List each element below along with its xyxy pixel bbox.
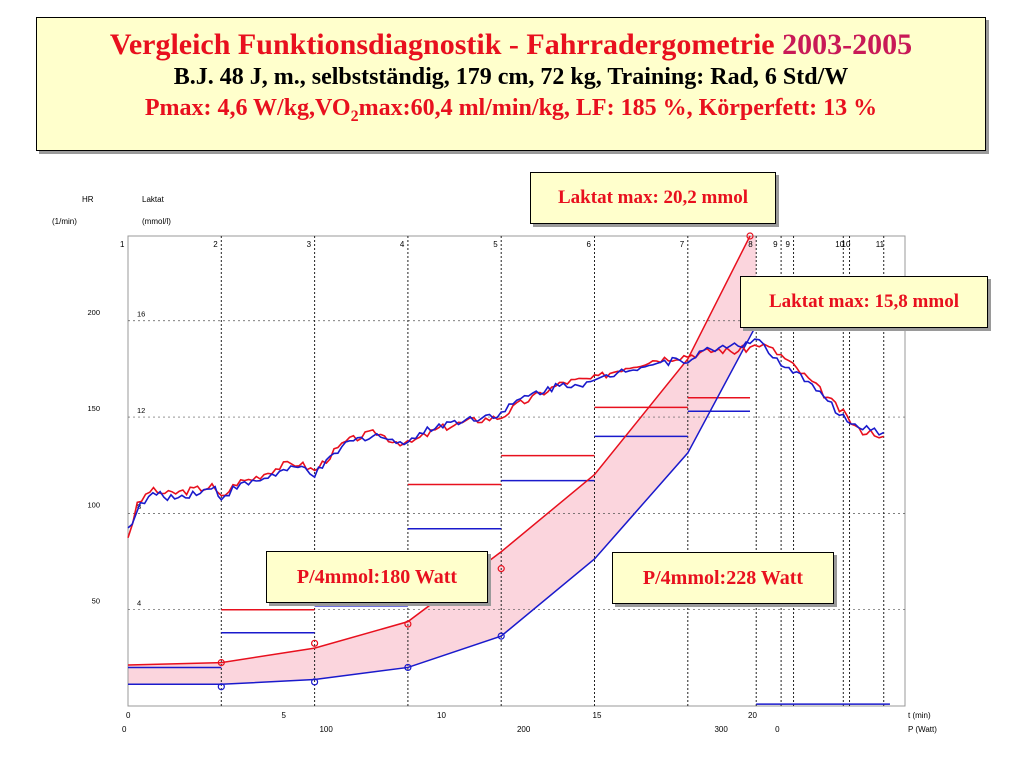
lactate-curve-2003 bbox=[128, 324, 757, 686]
lactate-tick-label: 16 bbox=[137, 309, 145, 318]
plot-frame bbox=[127, 235, 906, 707]
patient-info: B.J. 48 J, m., selbstständig, 179 cm, 72… bbox=[173, 64, 849, 90]
lactate-point-2003 bbox=[217, 683, 225, 691]
time-axis-label: t (min) bbox=[908, 711, 931, 720]
callout-p4-2005: P/4mmol:180 Watt bbox=[266, 551, 488, 603]
performance-summary: Pmax: 4,6 W/kg,VO2max:60,4 ml/min/kg, LF… bbox=[37, 92, 985, 133]
hr-tick-label: 200 bbox=[87, 308, 100, 317]
perf-a: Pmax: 4,6 W/kg,VO bbox=[144, 95, 351, 121]
callout-laktat-2005-text: Laktat max: 20,2 mmol bbox=[558, 187, 748, 208]
stage-marker-label: 9 bbox=[773, 240, 778, 249]
lactate-point-2003 bbox=[404, 663, 412, 672]
stage-marker-label: 9 bbox=[786, 240, 791, 249]
stage-marker-label: 10 bbox=[842, 240, 851, 249]
hr-tick-label: 50 bbox=[92, 597, 100, 606]
lactate-point-2005 bbox=[311, 639, 319, 647]
power-tick-label: 200 bbox=[517, 725, 531, 734]
callout-laktat-2005: Laktat max: 20,2 mmol bbox=[530, 172, 776, 224]
chart-title: Vergleich Funktionsdiagnostik - Fahrrade… bbox=[37, 28, 985, 62]
time-tick-label: 10 bbox=[437, 711, 446, 720]
lactate-point-2003 bbox=[311, 678, 319, 686]
lactate-axis-label: Laktat bbox=[142, 195, 165, 204]
lactate-difference-band bbox=[128, 236, 757, 685]
title-years: 2003-2005 bbox=[782, 28, 913, 61]
power-tick-label: 300 bbox=[714, 725, 728, 734]
hr-tick-label: 150 bbox=[87, 404, 100, 413]
stage-marker-label: 10 bbox=[835, 240, 844, 249]
power-tick-label: 0 bbox=[122, 725, 127, 734]
lactate-point-2005 bbox=[497, 565, 505, 573]
lactate-tick-label: 12 bbox=[137, 406, 145, 415]
lactate-tick-label: 4 bbox=[137, 599, 141, 608]
time-tick-label: 15 bbox=[593, 711, 602, 720]
stage-marker-label: 11 bbox=[876, 240, 885, 249]
power-tick-label: 100 bbox=[319, 725, 333, 734]
time-tick-label: 20 bbox=[748, 711, 757, 720]
callout-laktat-2003: Laktat max: 15,8 mmol bbox=[740, 276, 988, 328]
lactate-axis-unit: (mmol/l) bbox=[142, 217, 171, 226]
stage-marker-label: 8 bbox=[748, 240, 753, 249]
power-axis-label: P (Watt) bbox=[908, 725, 937, 734]
perf-b: max:60,4 ml/min/kg, LF: 185 %, Körperfet… bbox=[358, 95, 878, 121]
heart-rate-curve-2005 bbox=[127, 343, 884, 539]
callout-laktat-2003-text: Laktat max: 15,8 mmol bbox=[769, 291, 959, 312]
hr-axis-label: HR bbox=[82, 195, 94, 204]
power-tick-label: 0 bbox=[775, 725, 780, 734]
time-tick-label: 5 bbox=[282, 711, 287, 720]
title-main: Vergleich Funktionsdiagnostik - Fahrrade… bbox=[109, 28, 783, 61]
lactate-point-2003 bbox=[497, 632, 505, 640]
perf-sub: 2 bbox=[350, 107, 359, 125]
lactate-point-2005 bbox=[217, 659, 225, 667]
time-tick-label: 0 bbox=[126, 711, 131, 720]
hr-axis-unit: (1/min) bbox=[52, 217, 77, 226]
callout-p4-2005-text: P/4mmol:180 Watt bbox=[296, 566, 458, 588]
stage-marker-label: 6 bbox=[587, 240, 592, 249]
lactate-point-2005 bbox=[746, 232, 754, 240]
callout-p4-2003: P/4mmol:228 Watt bbox=[612, 552, 834, 604]
stage-marker-label: 4 bbox=[400, 240, 405, 249]
callout-p4-2003-text: P/4mmol:228 Watt bbox=[642, 567, 804, 589]
stage-marker-label: 5 bbox=[493, 240, 498, 249]
stage-marker-label: 3 bbox=[307, 240, 312, 249]
lactate-point-2005 bbox=[404, 620, 412, 628]
title-box: Vergleich Funktionsdiagnostik - Fahrrade… bbox=[36, 17, 986, 151]
stage-marker-label: 2 bbox=[213, 240, 218, 249]
heart-rate-curve-2003 bbox=[127, 338, 885, 529]
stage-marker-label: 1 bbox=[120, 240, 125, 249]
stage-marker-label: 7 bbox=[680, 240, 685, 249]
hr-tick-label: 100 bbox=[87, 500, 100, 509]
